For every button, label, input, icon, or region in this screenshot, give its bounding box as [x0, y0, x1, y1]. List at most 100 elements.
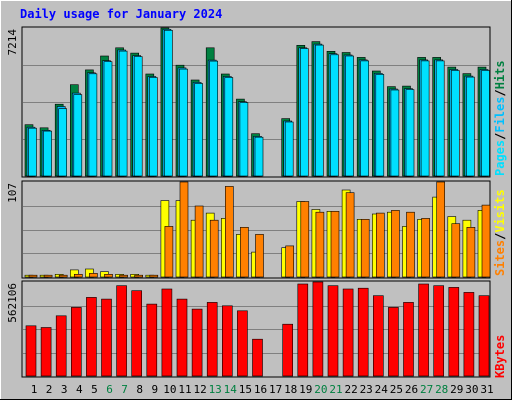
- pages-bar-16: [254, 136, 264, 177]
- sites-bar-21: [330, 211, 340, 278]
- kbytes-scale-label: 562106: [6, 283, 19, 323]
- x-tick-label-19: 19: [299, 383, 312, 396]
- pages-bar-21: [330, 54, 339, 177]
- pages-bar-22: [345, 55, 354, 177]
- pages-bar-3: [58, 108, 68, 177]
- pages-bar-1: [28, 127, 37, 177]
- sites-bar-20: [315, 211, 325, 278]
- x-tick-label-4: 4: [76, 383, 83, 396]
- kbytes-bar-23: [357, 287, 369, 377]
- kbytes-bar-4: [71, 307, 82, 377]
- x-tick-label-10: 10: [163, 383, 176, 396]
- pages-bar-6: [103, 61, 113, 177]
- x-tick-label-7: 7: [121, 383, 128, 396]
- sites-bar-3: [58, 274, 68, 278]
- kbytes-bar-18: [282, 323, 294, 377]
- kbytes-bar-24: [372, 295, 384, 377]
- x-tick-label-30: 30: [465, 383, 478, 396]
- sites-bar-7: [119, 274, 128, 278]
- x-tick-label-11: 11: [178, 383, 191, 396]
- pages-bar-31: [481, 70, 490, 177]
- pages-bar-4: [73, 94, 83, 177]
- x-tick-label-27: 27: [420, 383, 433, 396]
- pages-bar-7: [118, 50, 128, 177]
- sites-bar-12: [194, 205, 204, 278]
- x-tick-label-15: 15: [239, 383, 252, 396]
- x-axis-labels: 1 2 3 4 5 6 7 8 9 10 11 12 13 14 15 16 17 18 19 20 21 22 23 24 2…: [31, 383, 494, 396]
- pages-bar-8: [133, 56, 143, 177]
- pages-bar-10: [164, 29, 173, 177]
- kbytes-bar-12: [191, 308, 203, 377]
- pages-bar-11: [179, 68, 188, 177]
- legend-sites: Sites: [493, 240, 507, 276]
- pages-bar-25: [390, 89, 400, 177]
- legend-kbytes: KBytes: [493, 335, 507, 378]
- kbytes-bar-7: [116, 285, 127, 377]
- x-tick-label-29: 29: [450, 383, 463, 396]
- x-tick-label-9: 9: [151, 383, 158, 396]
- sites-bar-1: [28, 274, 38, 278]
- kbytes-bar-27: [418, 283, 429, 377]
- pages-bar-28: [435, 60, 445, 177]
- x-tick-label-14: 14: [224, 383, 238, 396]
- pages-bar-30: [466, 76, 475, 177]
- sites-bar-26: [406, 211, 415, 278]
- pages-bar-20: [315, 44, 324, 177]
- kbytes-bar-21: [327, 285, 339, 377]
- x-tick-label-25: 25: [390, 383, 403, 396]
- legend-sep-3: /: [493, 233, 507, 240]
- pages-bar-29: [450, 70, 460, 177]
- kbytes-bar-13: [206, 302, 218, 377]
- bars: [24, 27, 491, 377]
- kbytes-bar-14: [222, 305, 233, 377]
- x-tick-label-3: 3: [61, 383, 68, 396]
- x-tick-label-2: 2: [46, 383, 53, 396]
- legend-sites-visits: Sites/Visits: [493, 189, 507, 276]
- x-tick-label-31: 31: [480, 383, 493, 396]
- chart-title: Daily usage for January 2024: [20, 7, 222, 21]
- kbytes-bar-2: [40, 327, 52, 377]
- kbytes-bar-6: [101, 298, 112, 377]
- legend-sep-2: /: [493, 89, 507, 96]
- sites-bar-14: [225, 186, 234, 278]
- x-tick-label-5: 5: [91, 383, 98, 396]
- sites-bar-29: [451, 223, 461, 278]
- sites-bar-31: [481, 204, 491, 278]
- legend-sep-1: /: [493, 133, 507, 140]
- kbytes-bar-20: [312, 281, 324, 377]
- sites-bar-10: [164, 226, 174, 278]
- kbytes-bar-31: [478, 295, 490, 377]
- sites-bar-22: [345, 192, 355, 278]
- x-tick-label-8: 8: [136, 383, 143, 396]
- pages-bar-14: [224, 77, 234, 177]
- kbytes-bar-30: [463, 292, 475, 377]
- sites-bar-25: [391, 210, 400, 278]
- kbytes-bar-25: [388, 307, 399, 377]
- kbytes-bar-11: [176, 298, 188, 377]
- visits-scale-label: 107: [6, 183, 19, 203]
- x-tick-label-16: 16: [254, 383, 267, 396]
- sites-bar-15: [240, 227, 249, 278]
- sites-bar-2: [43, 274, 53, 278]
- sites-bar-5: [89, 273, 98, 278]
- pages-bar-13: [209, 60, 218, 177]
- x-tick-label-23: 23: [360, 383, 373, 396]
- sites-bar-23: [360, 219, 370, 278]
- sites-bar-9: [149, 274, 159, 278]
- x-tick-label-13: 13: [209, 383, 222, 396]
- pages-bar-2: [43, 130, 52, 177]
- pages-bar-26: [405, 89, 415, 177]
- x-tick-label-21: 21: [329, 383, 342, 396]
- kbytes-bar-19: [297, 283, 309, 377]
- panel-kbytes-frame: [21, 280, 491, 378]
- pages-bar-24: [375, 74, 385, 177]
- x-tick-label-24: 24: [375, 383, 389, 396]
- x-tick-label-28: 28: [435, 383, 448, 396]
- kbytes-bar-16: [252, 338, 263, 377]
- sites-bar-6: [104, 273, 113, 278]
- pages-bar-12: [194, 83, 203, 177]
- x-tick-label-17: 17: [269, 383, 282, 396]
- legend-files: Files: [493, 97, 507, 133]
- sites-bar-30: [466, 227, 476, 278]
